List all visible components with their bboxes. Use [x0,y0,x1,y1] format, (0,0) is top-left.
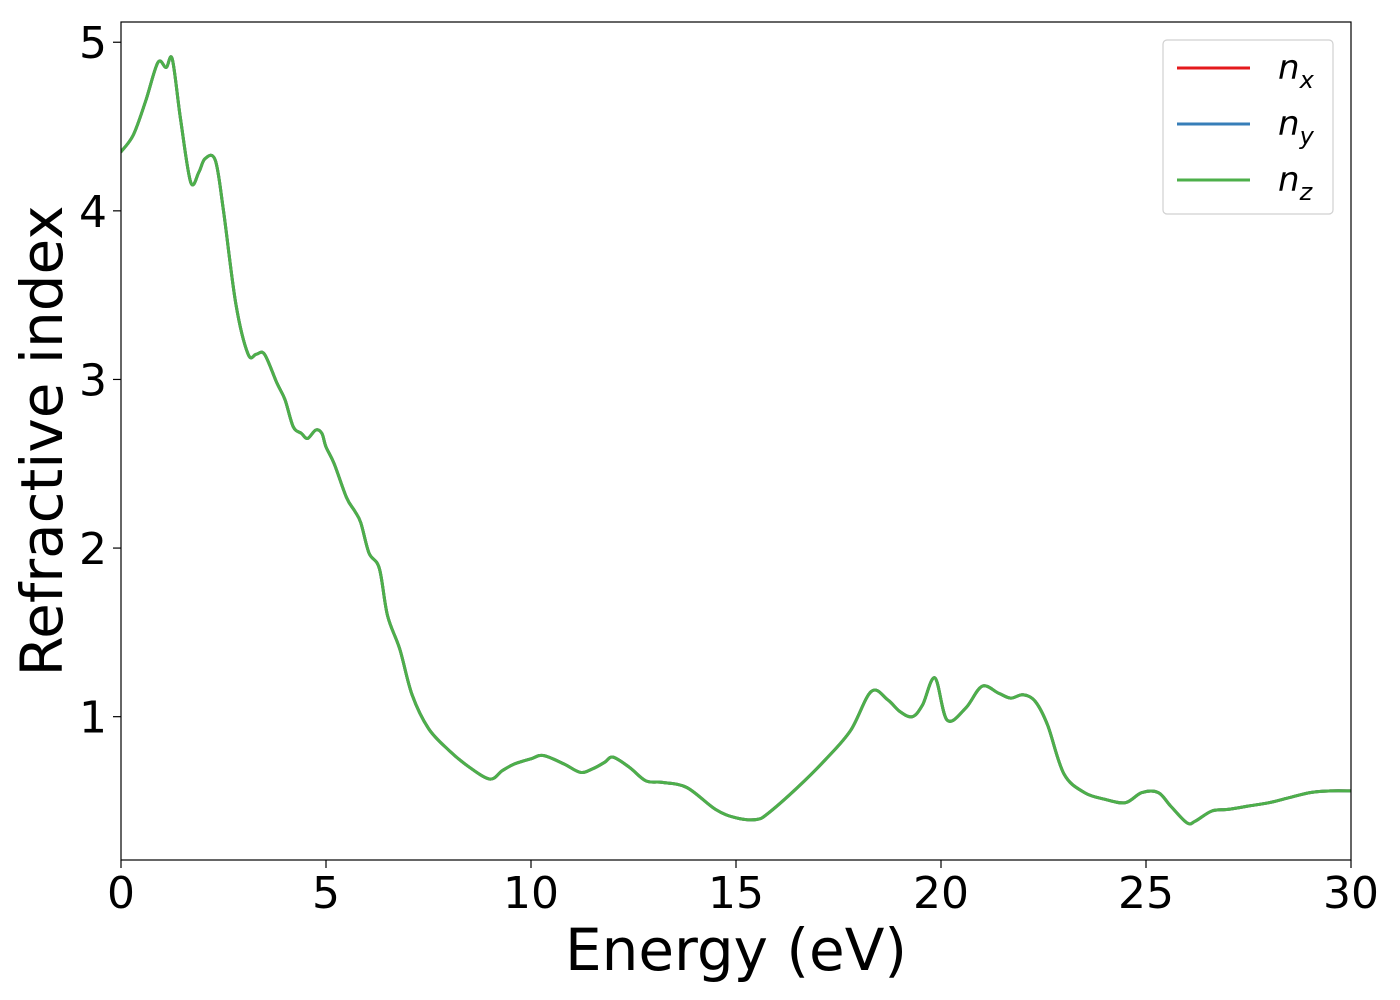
x-tick-label: 20 [913,868,969,919]
legend: nx ny nz [1162,39,1334,215]
y-axis-label: Refractive index [8,205,76,676]
legend-items: nx ny nz [1177,48,1315,206]
y-tick-label: 5 [79,18,107,69]
legend-label-n-z: nz [1278,160,1314,206]
y-tick-label: 3 [79,355,107,406]
x-tick-label: 5 [312,868,340,919]
legend-label-n-y: ny [1278,104,1315,150]
plot-background [121,22,1351,860]
legend-label-n-x: nx [1278,48,1315,94]
x-axis-label: Energy (eV) [565,916,907,984]
ticks-layer: 0 5 10 15 20 25 30 1 2 3 4 5 [79,18,1379,919]
x-tick-label: 15 [708,868,764,919]
x-tick-label: 25 [1118,868,1174,919]
series-layer [121,55,1351,826]
legend-box [1162,39,1334,215]
series-line-n-z [121,55,1351,826]
x-tick-label: 30 [1323,868,1379,919]
x-tick-label: 10 [503,868,559,919]
y-tick-label: 4 [79,187,107,238]
x-tick-label: 0 [107,868,135,919]
y-tick-label: 1 [79,693,107,744]
y-tick-label: 2 [79,524,107,575]
